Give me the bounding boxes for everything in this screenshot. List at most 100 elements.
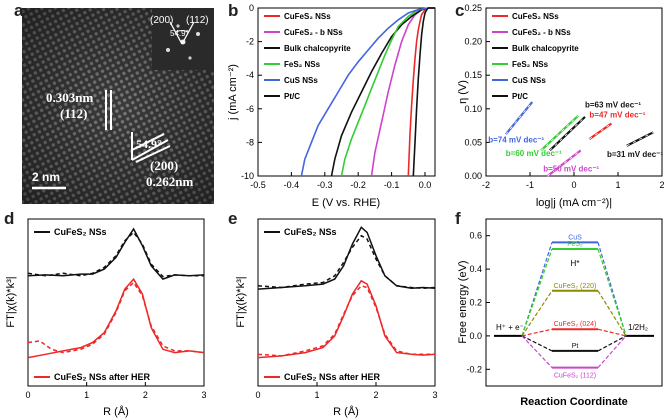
plane-label-200: (200) xyxy=(150,158,178,173)
b-legend-label-0: CuFeS₂ NSs xyxy=(284,12,331,21)
f-connector-right-0 xyxy=(597,242,627,337)
c-legend-label-5: Pt/C xyxy=(512,92,528,101)
b-ytick-label-3: -6 xyxy=(246,104,254,114)
d-legend-label-1: CuFeS₂ NSs after HER xyxy=(54,372,151,382)
d-spacing-0262: 0.262nm xyxy=(146,174,193,189)
c-ytick-label-3: 0.15 xyxy=(464,70,482,80)
f-connector-left-5 xyxy=(521,335,553,369)
c-xtick-label-1: -1 xyxy=(526,180,534,190)
f-level-label-3: CuFeS₂ (024) xyxy=(554,321,597,328)
b-xtick-label-5: 0.0 xyxy=(419,180,432,190)
e-legend-label-0: CuFeS₂ NSs xyxy=(284,227,337,237)
f-end-label: 1/2H₂ xyxy=(628,323,648,332)
fft-angle-marker xyxy=(169,21,195,45)
c-legend-label-0: CuFeS₂ NSs xyxy=(512,12,559,21)
chart-d: 0 1 2 3 CuFeS₂ NSs CuFeS₂ NSs after HER R (Å… xyxy=(5,218,207,418)
c-ytick-label-4: 0.20 xyxy=(464,37,482,47)
c-legend-label-1: CuFeS₂ - b NSs xyxy=(512,28,571,37)
f-ytick-label-0: 0.6 xyxy=(469,231,482,241)
b-legend-label-1: CuFeS₂ - b NSs xyxy=(284,28,343,37)
d-xtick-label-1: 1 xyxy=(84,390,89,400)
b-ytick-label-4: -8 xyxy=(246,137,254,147)
chart-c-xlabel: log|j (mA cm⁻²)| xyxy=(536,197,612,209)
f-start-label: H⁺ + e⁻ xyxy=(496,323,524,332)
scale-bar-label: 2 nm xyxy=(32,170,60,184)
c-annotation-1: b=47 mV dec⁻¹ xyxy=(589,111,645,120)
b-xtick-label-0: -0.5 xyxy=(250,180,266,190)
f-level-label-2: CuFeS₂ (220) xyxy=(554,283,597,290)
hrtem-image: (200) (112) 54.9° 0.303nm (112) 54.9° (2… xyxy=(22,8,214,204)
chart-b-frame xyxy=(257,7,436,177)
f-connector-left-4 xyxy=(521,335,553,352)
c-ytick-label-5: 0.25 xyxy=(464,3,482,13)
f-ytick-label-3: 0.0 xyxy=(469,331,482,341)
d-xtick-label-2: 2 xyxy=(143,390,148,400)
c-fit-line-3 xyxy=(546,149,582,177)
e-xtick-label-3: 3 xyxy=(432,390,437,400)
f-level-label-0: CuS xyxy=(568,234,582,241)
b-series-1 xyxy=(370,7,435,177)
panel-letter-a: a xyxy=(14,1,24,20)
c-ytick-label-0: 0.00 xyxy=(464,171,482,181)
angle-label-left: 54.9° xyxy=(136,137,162,151)
f-connector-right-5 xyxy=(597,335,627,369)
chart-b-ylabel: j (mA cm⁻²) xyxy=(227,64,239,121)
panel-letter-e: e xyxy=(228,209,237,228)
b-ytick-label-0: 0 xyxy=(249,3,254,13)
chart-e-ylabel: FT|χ(k)*k³| xyxy=(235,276,247,327)
f-connector-right-3 xyxy=(597,328,627,337)
e-legend-label-1: CuFeS₂ NSs after HER xyxy=(284,372,381,382)
f-connector-left-1 xyxy=(521,248,553,337)
c-legend-label-2: Bulk chalcopyrite xyxy=(512,44,579,53)
chart-c: -2 -1 0 1 2 0.00 0.05 0.10 0.15 0.20 0.25 CuFeS₂ N… xyxy=(457,3,665,209)
chart-d-frame xyxy=(27,218,205,387)
f-connector-left-0 xyxy=(521,242,553,337)
b-xtick-label-3: -0.2 xyxy=(350,180,366,190)
panel-letter-b: b xyxy=(228,1,238,20)
fft-label-112: (112) xyxy=(186,15,209,26)
f-connector-left-2 xyxy=(521,290,553,337)
c-annotation-3: b=60 mV dec⁻¹ xyxy=(506,149,562,158)
b-xtick-label-4: -0.1 xyxy=(384,180,400,190)
b-series-4 xyxy=(300,7,435,177)
fft-label-200: (200) xyxy=(150,15,173,26)
e-xtick-label-1: 1 xyxy=(314,390,319,400)
panel-letter-d: d xyxy=(4,209,14,228)
e-xtick-label-2: 2 xyxy=(373,390,378,400)
b-legend-label-3: FeS₂ NSs xyxy=(284,60,321,69)
c-xtick-label-3: 1 xyxy=(615,180,620,190)
c-annotation-5: b=50 mV dec⁻¹ xyxy=(543,164,599,173)
c-legend-label-3: FeS₂ NSs xyxy=(512,60,549,69)
f-intermediate-label: H* xyxy=(571,259,580,268)
c-annotation-0: b=63 mV dec⁻¹ xyxy=(585,100,641,109)
c-ytick-label-2: 0.10 xyxy=(464,104,482,114)
f-ytick-label-4: -0.2 xyxy=(466,364,482,374)
b-legend-label-2: Bulk chalcopyrite xyxy=(284,44,351,53)
c-fit-line-0 xyxy=(504,101,534,136)
b-ytick-label-5: -10 xyxy=(241,171,254,181)
d-legend-label-0: CuFeS₂ NSs xyxy=(54,227,107,237)
c-xtick-label-4: 2 xyxy=(659,180,664,190)
spacing-marker-200 xyxy=(131,132,171,163)
spacing-marker-112 xyxy=(105,90,112,130)
f-connector-left-3 xyxy=(521,328,553,337)
chart-d-xlabel: R (Å) xyxy=(103,405,129,418)
d-series-0 xyxy=(27,227,205,280)
b-series-5 xyxy=(412,7,435,177)
c-annotation-2: b=74 mV dec⁻¹ xyxy=(488,135,544,144)
panel-letter-c: c xyxy=(455,1,464,20)
chart-b: -0.5 -0.4 -0.3 -0.2 -0.1 0.0 0 -2 -4 -6 -8 -10 CuFe… xyxy=(227,3,436,209)
fft-angle-label: 54.9° xyxy=(170,29,189,38)
f-connector-right-4 xyxy=(597,335,627,352)
d-series-2 xyxy=(27,277,205,359)
chart-c-ylabel: η (V) xyxy=(457,80,469,104)
chart-f-ylabel: Free energy (eV) xyxy=(457,260,469,343)
chart-f-xlabel: Reaction Coordinate xyxy=(520,396,628,408)
f-level-label-5: CuFeS₂ (112) xyxy=(554,373,596,380)
b-legend-label-4: CuS NSs xyxy=(284,76,318,85)
b-legend-label-5: Pt/C xyxy=(284,92,300,101)
chart-d-ylabel: FT|χ(k)*k³| xyxy=(5,276,17,327)
e-series-2 xyxy=(257,279,436,359)
chart-e: 0 1 2 3 CuFeS₂ NSs CuFeS₂ NSs after HER R (Å… xyxy=(235,218,438,418)
